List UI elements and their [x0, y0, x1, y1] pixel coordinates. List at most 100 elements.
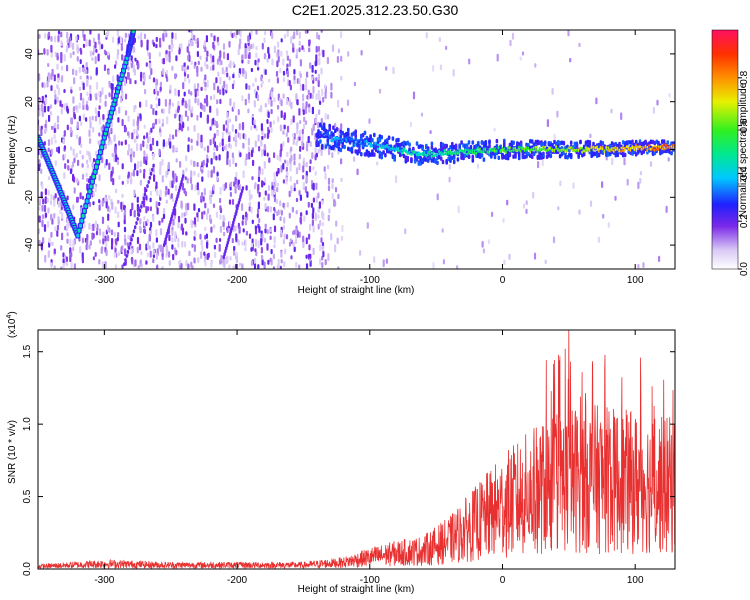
spectrogram-cell: [458, 151, 461, 154]
spectrogram-cell: [219, 238, 222, 243]
spectrogram-cell: [72, 204, 75, 210]
spectrogram-cell: [468, 58, 471, 65]
spectrogram-cell: [268, 157, 271, 163]
spectrogram-cell: [301, 134, 304, 141]
spectrogram-cell: [235, 115, 238, 122]
spectrogram-cell: [264, 190, 267, 196]
spectrogram-cell: [473, 149, 476, 152]
spectrogram-cell: [215, 155, 218, 161]
spectrogram-cell: [284, 159, 287, 164]
spectrogram-cell: [184, 176, 187, 181]
spectrogram-cell: [327, 164, 330, 170]
spectrogram-cell: [293, 75, 296, 81]
spectrogram-cell: [165, 50, 168, 55]
spectrogram-cell: [305, 175, 308, 183]
spectrogram-cell: [193, 203, 196, 211]
spectrogram-cell: [56, 123, 60, 130]
spectrogram-cell: [467, 140, 471, 145]
spectrogram-cell: [282, 141, 285, 147]
spectrogram-cell: [288, 212, 291, 219]
spectrogram-cell: [586, 147, 589, 151]
spectrogram-cell: [103, 64, 107, 72]
spectrogram-cell: [143, 172, 146, 179]
spectrogram-cell: [298, 47, 301, 53]
spectrogram-cell: [247, 108, 250, 114]
spectrogram-cell: [145, 260, 148, 265]
spectrogram-cell: [170, 193, 173, 199]
spectrogram-cell: [146, 184, 149, 189]
spectrogram-cell: [425, 32, 428, 39]
spectrogram-cell: [376, 147, 380, 151]
spectrogram-cell: [452, 159, 456, 165]
spectrogram-cell: [44, 123, 47, 129]
spectrogram-cell: [117, 211, 120, 219]
spectrogram-cell: [332, 132, 335, 137]
spectrogram-cell: [328, 208, 331, 214]
spectrogram-cell: [245, 153, 248, 161]
spectrogram-cell: [448, 163, 451, 170]
spectrogram-cell: [209, 139, 212, 146]
spectrogram-cell: [264, 69, 267, 76]
spectrogram-cell: [248, 45, 251, 52]
spectrogram-cell: [123, 204, 126, 211]
spectrogram-cell: [298, 162, 301, 171]
spectrogram-cell: [209, 218, 213, 225]
spectrogram-cell: [254, 228, 258, 235]
spectrogram-cell: [134, 259, 137, 267]
spectrogram-cell: [314, 69, 317, 74]
spectrogram-cell: [269, 206, 272, 213]
spectrogram-cell: [277, 116, 280, 123]
spectrogram-cell: [149, 197, 152, 203]
spectrogram-cell: [623, 152, 627, 158]
spectrogram-cell: [614, 148, 617, 152]
spectrogram-cell: [283, 233, 286, 240]
spectrogram-cell: [219, 225, 222, 234]
spectrogram-y-tick-label: 0: [24, 146, 35, 152]
spectrogram-cell: [170, 38, 173, 46]
spectrogram-cell: [282, 93, 285, 99]
spectrogram-cell: [302, 175, 305, 180]
spectrogram-cell: [206, 253, 209, 261]
spectrogram-cell: [279, 124, 282, 132]
snr-x-tick-label: -200: [227, 575, 247, 586]
spectrogram-cell: [129, 241, 132, 246]
spectrogram-cell: [77, 159, 80, 167]
spectrogram-cell: [47, 220, 50, 228]
spectrogram-cell: [73, 106, 76, 112]
spectrogram-cell: [339, 138, 342, 142]
spectrogram-cell: [308, 107, 311, 113]
spectrogram-cell: [187, 144, 190, 153]
spectrogram-cell: [79, 59, 82, 65]
spectrogram-cell: [305, 101, 308, 108]
spectrogram-cell: [228, 41, 231, 48]
spectrogram-cell: [136, 143, 139, 152]
spectrogram-cell: [98, 239, 102, 244]
spectrogram-cell: [190, 91, 193, 96]
spectrogram-cell: [585, 149, 588, 152]
spectrogram-cell: [110, 139, 113, 145]
spectrogram-cell: [92, 223, 95, 232]
spectrogram-cell: [97, 33, 100, 41]
spectrogram-cell: [196, 65, 199, 74]
spectrogram-cell: [44, 188, 47, 196]
spectrogram-cell: [136, 120, 139, 127]
spectrogram-cell: [201, 176, 204, 182]
spectrogram-cell: [266, 58, 269, 63]
spectrogram-cell: [117, 199, 120, 204]
spectrogram-cell: [261, 180, 264, 187]
spectrogram-cell: [340, 75, 343, 81]
spectrogram-cell: [204, 61, 207, 67]
spectrogram-cell: [511, 32, 515, 40]
spectrogram-cell: [468, 148, 470, 152]
spectrogram-cell: [38, 108, 41, 117]
spectrogram-cell: [488, 143, 491, 149]
spectrogram-cell: [578, 209, 581, 215]
spectrogram-cell: [235, 233, 238, 241]
spectrogram-cell: [81, 154, 84, 160]
spectrogram-cell: [261, 42, 264, 50]
spectrogram-cell: [223, 260, 226, 268]
snr-y-ticks: 0.00.51.01.5: [22, 344, 675, 576]
spectrogram-cell: [64, 163, 67, 170]
spectrogram-cell: [148, 52, 151, 60]
